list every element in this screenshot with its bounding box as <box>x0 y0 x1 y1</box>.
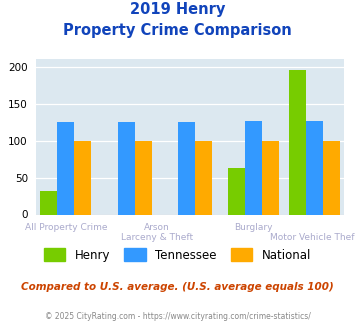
Bar <box>179 122 195 214</box>
Text: Burglary: Burglary <box>234 223 273 232</box>
Bar <box>118 122 135 214</box>
Bar <box>74 141 91 214</box>
Bar <box>289 71 306 215</box>
Text: Compared to U.S. average. (U.S. average equals 100): Compared to U.S. average. (U.S. average … <box>21 282 334 292</box>
Bar <box>57 122 74 214</box>
Bar <box>135 141 152 214</box>
Bar <box>323 141 339 214</box>
Text: Property Crime Comparison: Property Crime Comparison <box>63 23 292 38</box>
Legend: Henry, Tennessee, National: Henry, Tennessee, National <box>44 248 311 262</box>
Text: All Property Crime: All Property Crime <box>24 223 107 232</box>
Text: Motor Vehicle Theft: Motor Vehicle Theft <box>270 233 355 242</box>
Text: Larceny & Theft: Larceny & Theft <box>121 233 193 242</box>
Text: 2019 Henry: 2019 Henry <box>130 2 225 16</box>
Text: © 2025 CityRating.com - https://www.cityrating.com/crime-statistics/: © 2025 CityRating.com - https://www.city… <box>45 312 310 321</box>
Bar <box>306 121 323 214</box>
Bar <box>245 121 262 214</box>
Bar <box>40 191 57 214</box>
Bar <box>195 141 212 214</box>
Bar <box>228 168 245 214</box>
Bar <box>262 141 279 214</box>
Text: Arson: Arson <box>144 223 169 232</box>
